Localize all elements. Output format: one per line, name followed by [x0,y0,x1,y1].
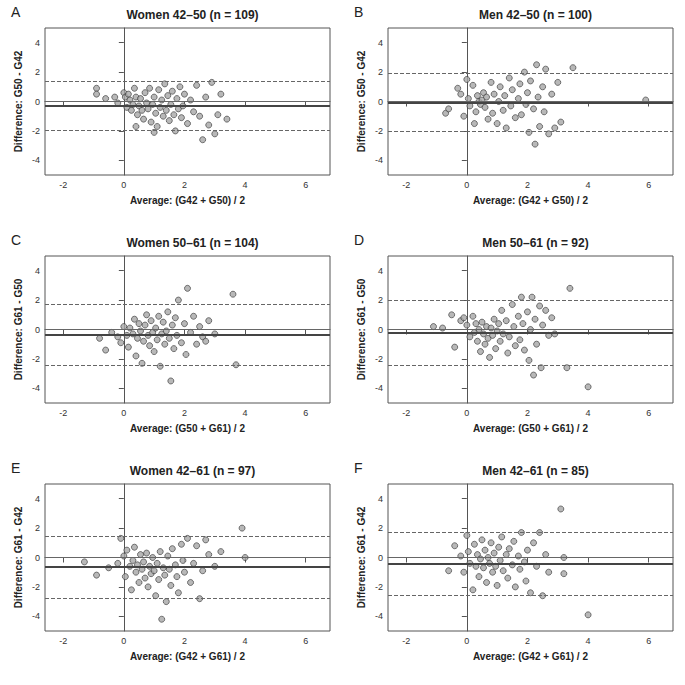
svg-text:-2: -2 [59,408,67,418]
svg-text:6: 6 [646,180,651,190]
svg-text:-4: -4 [375,155,383,165]
svg-text:B: B [354,4,363,20]
svg-text:-2: -2 [32,582,40,592]
svg-text:4: 4 [35,494,40,504]
svg-text:-2: -2 [402,636,410,646]
svg-text:4: 4 [243,180,248,190]
svg-text:0: 0 [464,408,469,418]
svg-text:0: 0 [464,636,469,646]
svg-text:D: D [354,232,364,248]
svg-text:2: 2 [525,408,530,418]
svg-text:Average: (G42 + G50) / 2: Average: (G42 + G50) / 2 [473,195,588,206]
svg-text:0: 0 [378,553,383,563]
svg-text:4: 4 [586,636,591,646]
svg-text:0: 0 [35,553,40,563]
svg-text:0: 0 [378,325,383,335]
svg-text:2: 2 [525,636,530,646]
svg-text:4: 4 [378,494,383,504]
svg-text:-2: -2 [375,582,383,592]
svg-text:2: 2 [182,180,187,190]
svg-text:2: 2 [35,295,40,305]
svg-text:4: 4 [35,38,40,48]
svg-text:2: 2 [182,408,187,418]
svg-text:Men 42–50 (n = 100): Men 42–50 (n = 100) [479,8,592,22]
svg-text:Average: (G50 + G61) / 2: Average: (G50 + G61) / 2 [473,423,588,434]
svg-text:-4: -4 [32,155,40,165]
svg-text:2: 2 [525,180,530,190]
svg-text:0: 0 [378,97,383,107]
svg-text:-2: -2 [32,354,40,364]
svg-text:-4: -4 [375,383,383,393]
svg-text:Men 42–61 (n = 85): Men 42–61 (n = 85) [482,464,588,478]
svg-text:4: 4 [243,408,248,418]
svg-text:-4: -4 [375,611,383,621]
svg-text:0: 0 [121,636,126,646]
svg-text:Average: (G42 + G50) / 2: Average: (G42 + G50) / 2 [130,195,245,206]
svg-text:Men 50–61 (n = 92): Men 50–61 (n = 92) [482,236,588,250]
svg-text:6: 6 [303,408,308,418]
svg-text:F: F [354,460,363,476]
svg-text:0: 0 [121,408,126,418]
svg-text:4: 4 [243,636,248,646]
svg-text:2: 2 [378,67,383,77]
svg-text:6: 6 [646,408,651,418]
svg-text:Women 50–61 (n = 104): Women 50–61 (n = 104) [126,236,258,250]
svg-text:Difference: G50 - G42: Difference: G50 - G42 [13,50,24,152]
svg-text:0: 0 [35,97,40,107]
svg-text:Difference: G61 - G50: Difference: G61 - G50 [13,278,24,380]
svg-text:Women 42–50 (n = 109): Women 42–50 (n = 109) [126,8,258,22]
svg-text:Average: (G42 + G61) / 2: Average: (G42 + G61) / 2 [130,651,245,662]
svg-text:6: 6 [646,636,651,646]
svg-text:Average: (G42 + G61) / 2: Average: (G42 + G61) / 2 [473,651,588,662]
svg-text:-2: -2 [32,126,40,136]
svg-text:2: 2 [378,295,383,305]
svg-text:0: 0 [464,180,469,190]
svg-text:-4: -4 [32,383,40,393]
svg-text:0: 0 [121,180,126,190]
svg-text:Difference: G50 - G42: Difference: G50 - G42 [356,50,367,152]
svg-text:-2: -2 [402,408,410,418]
svg-text:Difference: G61 - G50: Difference: G61 - G50 [356,278,367,380]
svg-text:C: C [11,232,21,248]
svg-text:A: A [11,4,21,20]
svg-text:-2: -2 [59,180,67,190]
svg-text:2: 2 [378,523,383,533]
svg-text:-2: -2 [59,636,67,646]
svg-text:2: 2 [35,67,40,77]
svg-text:0: 0 [35,325,40,335]
svg-text:4: 4 [35,266,40,276]
svg-text:4: 4 [586,180,591,190]
svg-text:4: 4 [378,38,383,48]
svg-text:-2: -2 [402,180,410,190]
svg-text:Difference: G61 - G42: Difference: G61 - G42 [13,506,24,608]
svg-text:-2: -2 [375,354,383,364]
svg-text:6: 6 [303,180,308,190]
svg-text:-4: -4 [32,611,40,621]
svg-text:Women 42–61 (n = 97): Women 42–61 (n = 97) [130,464,256,478]
svg-text:E: E [11,460,20,476]
svg-text:Difference: G61 - G42: Difference: G61 - G42 [356,506,367,608]
svg-text:4: 4 [378,266,383,276]
svg-text:2: 2 [35,523,40,533]
svg-text:4: 4 [586,408,591,418]
svg-text:Average: (G50 + G61) / 2: Average: (G50 + G61) / 2 [130,423,245,434]
svg-text:6: 6 [303,636,308,646]
svg-text:2: 2 [182,636,187,646]
svg-text:-2: -2 [375,126,383,136]
